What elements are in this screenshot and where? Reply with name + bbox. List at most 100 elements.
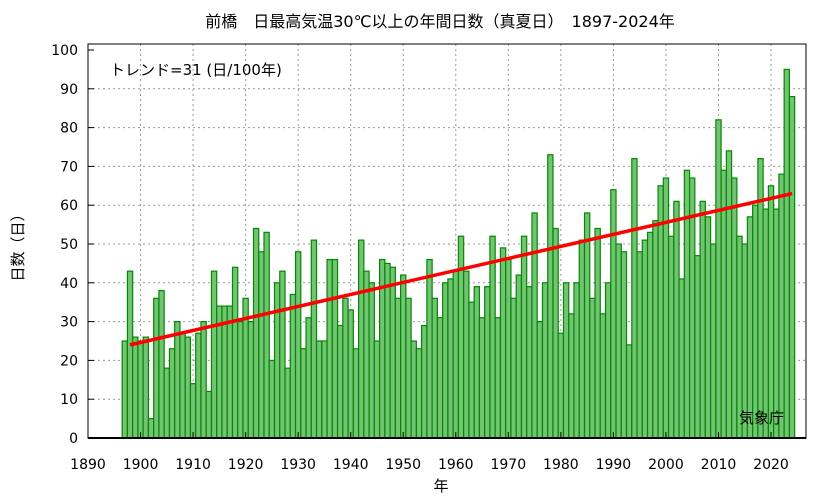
bar-1967 xyxy=(489,235,496,439)
bar-1962 xyxy=(463,270,470,439)
bar-1940 xyxy=(347,309,354,439)
trend-legend: トレンド=31 (日/100年) xyxy=(110,61,282,79)
y-tick-label: 0 xyxy=(69,431,78,447)
bar-1968 xyxy=(494,317,502,439)
bar-1947 xyxy=(384,262,391,439)
bar-1931 xyxy=(300,348,307,439)
bar-1945 xyxy=(373,340,381,439)
bar-1919 xyxy=(237,321,244,439)
bar-1917 xyxy=(226,305,234,439)
bars xyxy=(121,68,796,439)
bar-1928 xyxy=(284,367,291,439)
bar-1984 xyxy=(578,239,586,439)
bar-1901 xyxy=(142,336,150,439)
bar-1986 xyxy=(589,297,596,439)
bar-2002 xyxy=(673,200,680,439)
bar-1973 xyxy=(520,235,528,439)
bar-1987 xyxy=(594,227,601,439)
bar-2021 xyxy=(773,208,780,439)
bar-1978 xyxy=(547,154,554,439)
bar-1906 xyxy=(168,348,176,439)
bar-1921 xyxy=(247,321,255,439)
y-tick-label: 10 xyxy=(60,392,78,408)
bar-1985 xyxy=(583,212,591,439)
x-axis: 1890 1900 1910 1920 1930 1940 1950 1960 1970 1980… xyxy=(70,432,806,473)
bar-1907 xyxy=(174,321,181,439)
bar-1989 xyxy=(604,282,612,439)
bar-1929 xyxy=(289,293,297,439)
bar-1954 xyxy=(421,324,428,439)
bar-2001 xyxy=(667,235,675,439)
bar-1925 xyxy=(268,359,276,439)
bar-2022 xyxy=(778,173,785,439)
bar-1911 xyxy=(195,332,202,439)
bar-1908 xyxy=(179,332,186,439)
bar-1960 xyxy=(452,270,460,439)
bar-1950 xyxy=(400,274,407,439)
bar-1937 xyxy=(331,258,339,439)
bar-1910 xyxy=(189,383,197,439)
bar-1944 xyxy=(368,282,375,439)
x-tick-label: 1990 xyxy=(596,457,632,473)
bar-1939 xyxy=(342,297,349,439)
x-tick-label: 1920 xyxy=(228,457,264,473)
bar-1969 xyxy=(499,247,507,439)
bar-1976 xyxy=(536,321,544,439)
bar-1980 xyxy=(557,332,565,439)
x-tick-label: 2020 xyxy=(753,457,789,473)
bar-1995 xyxy=(636,251,643,439)
bar-1923 xyxy=(258,251,265,439)
bar-1916 xyxy=(221,305,228,439)
bar-1926 xyxy=(273,282,281,439)
bar-1936 xyxy=(326,258,333,439)
bar-2017 xyxy=(752,204,759,439)
bar-1918 xyxy=(231,266,239,439)
bar-2012 xyxy=(725,150,733,439)
bar-1983 xyxy=(573,282,580,439)
bar-1959 xyxy=(447,278,454,439)
bar-1988 xyxy=(599,313,607,439)
x-tick-label: 1960 xyxy=(438,457,474,473)
bar-1902 xyxy=(147,418,155,439)
x-tick-label: 1970 xyxy=(490,457,526,473)
bar-1909 xyxy=(184,336,192,439)
bar-2013 xyxy=(731,177,738,439)
bar-1964 xyxy=(473,286,481,439)
bar-1956 xyxy=(431,297,438,439)
bar-2008 xyxy=(704,216,712,439)
bar-1998 xyxy=(652,220,659,439)
bar-1975 xyxy=(531,212,538,439)
x-tick-label: 1950 xyxy=(385,457,421,473)
y-axis-label: 日数（日） xyxy=(9,206,27,281)
bar-1905 xyxy=(163,367,171,439)
bar-1992 xyxy=(620,251,628,439)
bar-1996 xyxy=(641,239,649,439)
bar-2020 xyxy=(767,185,775,439)
bar-1990 xyxy=(610,189,617,439)
x-tick-label: 1940 xyxy=(333,457,369,473)
bar-1914 xyxy=(210,270,218,439)
bar-2019 xyxy=(762,208,769,439)
x-tick-label: 1980 xyxy=(543,457,579,473)
bar-2006 xyxy=(694,255,701,439)
bar-1977 xyxy=(541,282,549,439)
y-tick-label: 40 xyxy=(60,276,78,292)
bar-1898 xyxy=(126,270,134,439)
bar-1951 xyxy=(405,297,412,439)
bar-1997 xyxy=(646,231,654,439)
bar-1942 xyxy=(357,239,365,439)
bar-1935 xyxy=(321,340,328,439)
bar-1943 xyxy=(363,270,370,439)
bar-1955 xyxy=(426,258,433,439)
bar-1927 xyxy=(279,270,286,439)
x-axis-label: 年 xyxy=(433,477,448,495)
y-tick-label: 90 xyxy=(60,82,78,98)
x-tick-label: 1900 xyxy=(123,457,159,473)
bar-1965 xyxy=(478,317,486,439)
bar-1970 xyxy=(505,258,512,439)
bar-2014 xyxy=(736,235,743,439)
bar-1932 xyxy=(305,317,312,439)
bar-2024 xyxy=(788,95,796,439)
y-tick-label: 60 xyxy=(60,198,78,214)
